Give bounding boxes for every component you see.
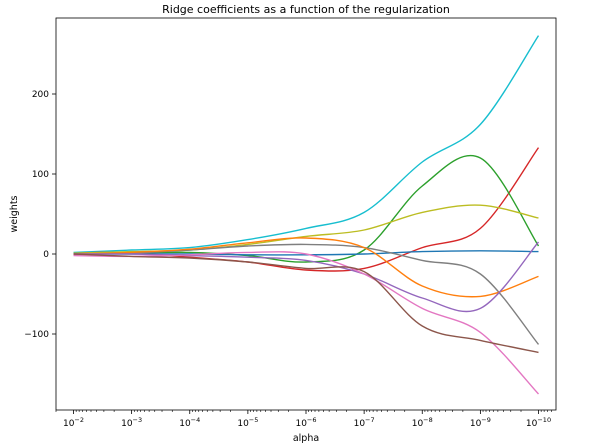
x-tick-label: 10−7	[354, 416, 375, 429]
y-tick-label: 100	[32, 170, 49, 180]
series-line-9	[73, 251, 540, 395]
y-axis-label: weights	[9, 195, 20, 232]
y-axis: 200 100 0 −100	[24, 90, 56, 340]
x-tick-label: 10−5	[237, 416, 258, 429]
x-axis-label: alpha	[293, 433, 319, 444]
series-line-6	[73, 243, 540, 345]
x-tick-label: 10−6	[295, 416, 316, 429]
series-line-4	[73, 204, 539, 254]
x-tick-label: 10−9	[470, 416, 491, 429]
y-tick-label: −100	[24, 330, 49, 340]
x-tick-label: 10−3	[121, 416, 142, 429]
x-axis: 10−2 10−3 10−4 10−5 10−6 10−7 10−8 10−9 10−10	[55, 410, 552, 429]
series-line-3	[73, 155, 540, 263]
series-layer	[73, 35, 540, 395]
x-tick-label: 10−10	[526, 416, 551, 429]
series-line-7	[73, 237, 539, 298]
series-line-1	[73, 35, 540, 254]
x-tick-label: 10−4	[179, 416, 200, 429]
y-tick-label: 200	[32, 90, 49, 100]
y-tick-label: 0	[43, 250, 49, 260]
plot-frame	[55, 17, 557, 411]
x-tick-label: 10−8	[412, 416, 433, 429]
series-line-8	[73, 241, 540, 313]
x-tick-label: 10−2	[63, 416, 84, 429]
series-line-10	[73, 253, 539, 354]
chart-title: Ridge coefficients as a function of the …	[162, 3, 450, 16]
